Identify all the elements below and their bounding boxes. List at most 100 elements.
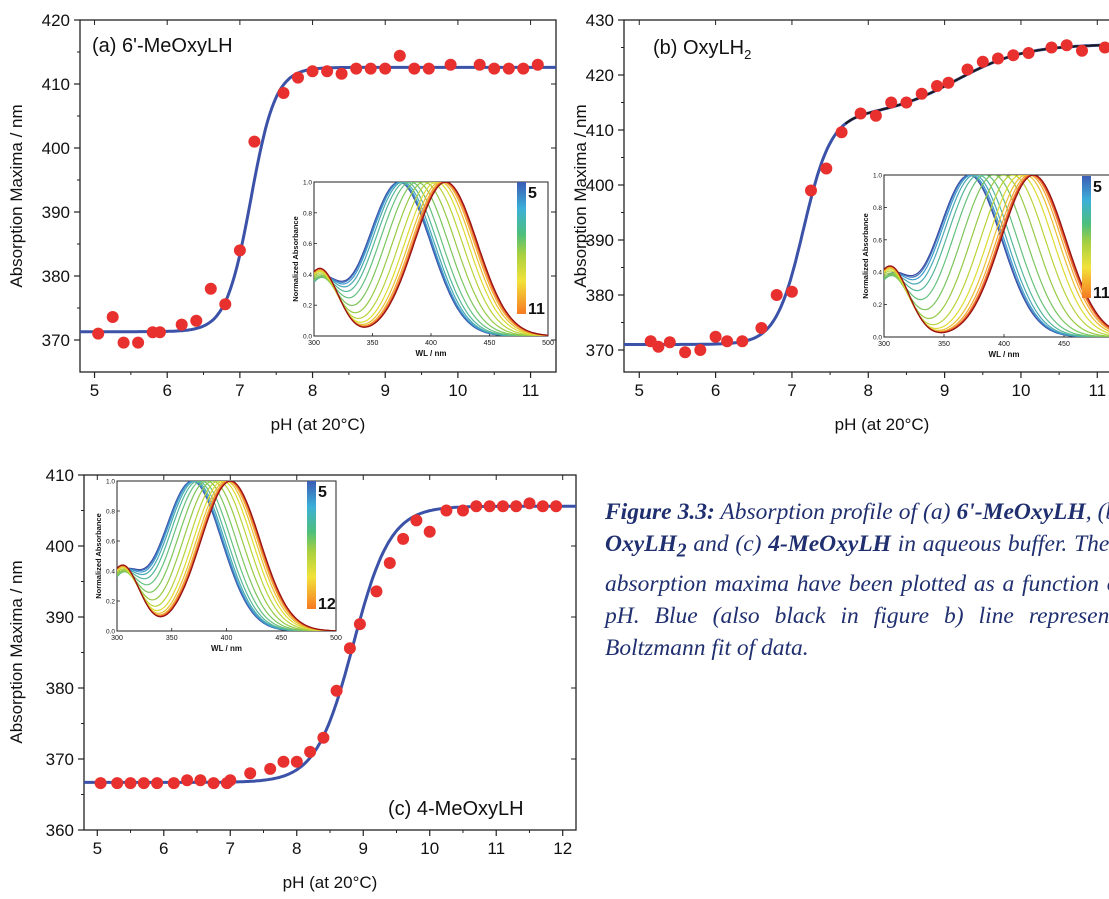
data-point bbox=[1007, 49, 1020, 62]
inset-x-axis-label: WL / nm bbox=[989, 350, 1020, 359]
x-tick-label: 6 bbox=[711, 381, 720, 400]
x-tick-label: 7 bbox=[226, 839, 235, 858]
data-point bbox=[117, 336, 130, 349]
inset-spectra: 300 350 400 450 500 0.0 0.2 0.4 0.6 0.8 1.0 WL / nm… bbox=[94, 479, 342, 654]
spectrum-curve bbox=[884, 175, 1109, 337]
spectrum-curve bbox=[884, 175, 1109, 337]
data-point bbox=[1022, 47, 1035, 59]
data-point bbox=[317, 731, 330, 744]
data-point bbox=[721, 335, 734, 348]
spectrum-curve bbox=[117, 481, 336, 631]
data-point bbox=[124, 777, 137, 790]
y-tick-label: 410 bbox=[586, 121, 614, 140]
x-tick-label: 10 bbox=[448, 381, 467, 400]
y-tick-label: 380 bbox=[46, 679, 74, 698]
y-tick-label: 430 bbox=[586, 11, 614, 30]
data-point bbox=[175, 318, 188, 331]
inset-x-tick-label: 350 bbox=[938, 341, 950, 348]
data-point bbox=[277, 87, 290, 99]
inset-y-axis-label: Normalized Absorbance bbox=[861, 213, 870, 299]
spectrum-curve bbox=[117, 481, 336, 631]
spectrum-curve bbox=[314, 182, 548, 336]
inset-x-tick-label: 450 bbox=[275, 635, 287, 642]
data-point bbox=[694, 344, 707, 356]
data-point bbox=[536, 500, 549, 513]
x-tick-label: 11 bbox=[522, 381, 540, 400]
panel-b: 5 6 7 8 9 10 11 370 380 390 400 410 420 430 pH (at 20°… bbox=[571, 11, 1109, 434]
data-point bbox=[397, 532, 410, 545]
data-point bbox=[111, 777, 124, 790]
data-point bbox=[517, 62, 530, 75]
inset-spectra: 300 350 400 450 500 0.0 0.2 0.4 0.6 0.8 1.0 WL / nm… bbox=[291, 180, 554, 359]
data-point bbox=[248, 135, 261, 148]
inset-y-tick-label: 1.0 bbox=[303, 180, 312, 187]
data-point bbox=[736, 335, 749, 348]
inset-y-tick-label: 1.0 bbox=[873, 173, 882, 180]
colorbar-top-label: 5 bbox=[1093, 179, 1102, 196]
data-point bbox=[153, 326, 166, 339]
y-axis-label: Absorption Maxima / nm bbox=[7, 104, 26, 287]
data-point bbox=[207, 777, 220, 790]
x-tick-label: 9 bbox=[380, 381, 389, 400]
data-point bbox=[440, 504, 453, 517]
colorbar-bottom-label: 11 bbox=[528, 301, 545, 318]
x-axis-label: pH (at 20°C) bbox=[835, 415, 930, 434]
x-tick-label: 8 bbox=[308, 381, 317, 400]
data-point bbox=[410, 514, 423, 527]
data-point bbox=[942, 76, 955, 89]
data-point bbox=[869, 109, 882, 122]
data-point bbox=[219, 298, 232, 311]
data-point bbox=[1060, 39, 1073, 52]
data-point bbox=[1098, 41, 1109, 54]
x-tick-label: 10 bbox=[420, 839, 439, 858]
colorbar-top-label: 5 bbox=[528, 185, 537, 202]
data-point bbox=[785, 285, 798, 298]
data-point bbox=[181, 774, 194, 787]
data-point bbox=[473, 58, 486, 71]
inset-x-tick-label: 300 bbox=[878, 341, 890, 348]
spectrum-curve bbox=[117, 481, 336, 631]
panel-a: 5 6 7 8 9 10 11 370 380 390 400 410 420 pH (at 20°C) A… bbox=[7, 11, 557, 434]
data-point bbox=[900, 96, 913, 109]
data-point bbox=[805, 184, 817, 197]
inset-y-tick-label: 0.8 bbox=[106, 509, 115, 516]
data-point bbox=[931, 80, 943, 92]
data-point bbox=[290, 755, 303, 768]
inset-y-tick-label: 0.4 bbox=[303, 272, 312, 279]
data-point bbox=[383, 557, 396, 569]
data-point bbox=[1076, 44, 1088, 57]
y-tick-label: 400 bbox=[586, 176, 614, 195]
data-point bbox=[137, 777, 150, 790]
spectrum-curve bbox=[314, 182, 548, 336]
inset-x-tick-label: 450 bbox=[484, 340, 496, 347]
x-tick-label: 12 bbox=[553, 839, 572, 858]
y-tick-label: 410 bbox=[46, 466, 74, 485]
inset-y-tick-label: 0.2 bbox=[303, 303, 312, 310]
data-point bbox=[652, 340, 665, 353]
inset-y-tick-label: 0.0 bbox=[873, 335, 882, 342]
y-tick-label: 390 bbox=[586, 231, 614, 250]
data-point bbox=[92, 327, 105, 340]
x-tick-label: 11 bbox=[1088, 381, 1106, 400]
spectrum-curve bbox=[314, 182, 548, 336]
data-point bbox=[915, 87, 928, 100]
x-tick-label: 10 bbox=[1011, 381, 1030, 400]
data-point bbox=[408, 62, 421, 75]
data-point bbox=[370, 585, 383, 598]
inset-x-tick-label: 350 bbox=[367, 340, 379, 347]
x-axis-label: pH (at 20°C) bbox=[271, 415, 366, 434]
inset-x-tick-label: 500 bbox=[542, 340, 554, 347]
fit-curve-second bbox=[844, 44, 1109, 125]
data-point bbox=[190, 314, 203, 327]
caption-compound-2: OxyLH2 bbox=[605, 531, 687, 562]
inset-y-tick-label: 0.4 bbox=[873, 270, 882, 277]
data-point bbox=[770, 289, 783, 301]
inset-y-tick-label: 0.6 bbox=[106, 539, 115, 546]
caption-compound-3: 4-MeOxyLH bbox=[768, 531, 891, 557]
data-point bbox=[204, 282, 217, 295]
spectrum-curve bbox=[884, 175, 1109, 337]
data-point bbox=[854, 107, 867, 120]
y-tick-label: 420 bbox=[42, 11, 70, 30]
inset-x-tick-label: 500 bbox=[330, 635, 342, 642]
data-point bbox=[1045, 41, 1058, 54]
